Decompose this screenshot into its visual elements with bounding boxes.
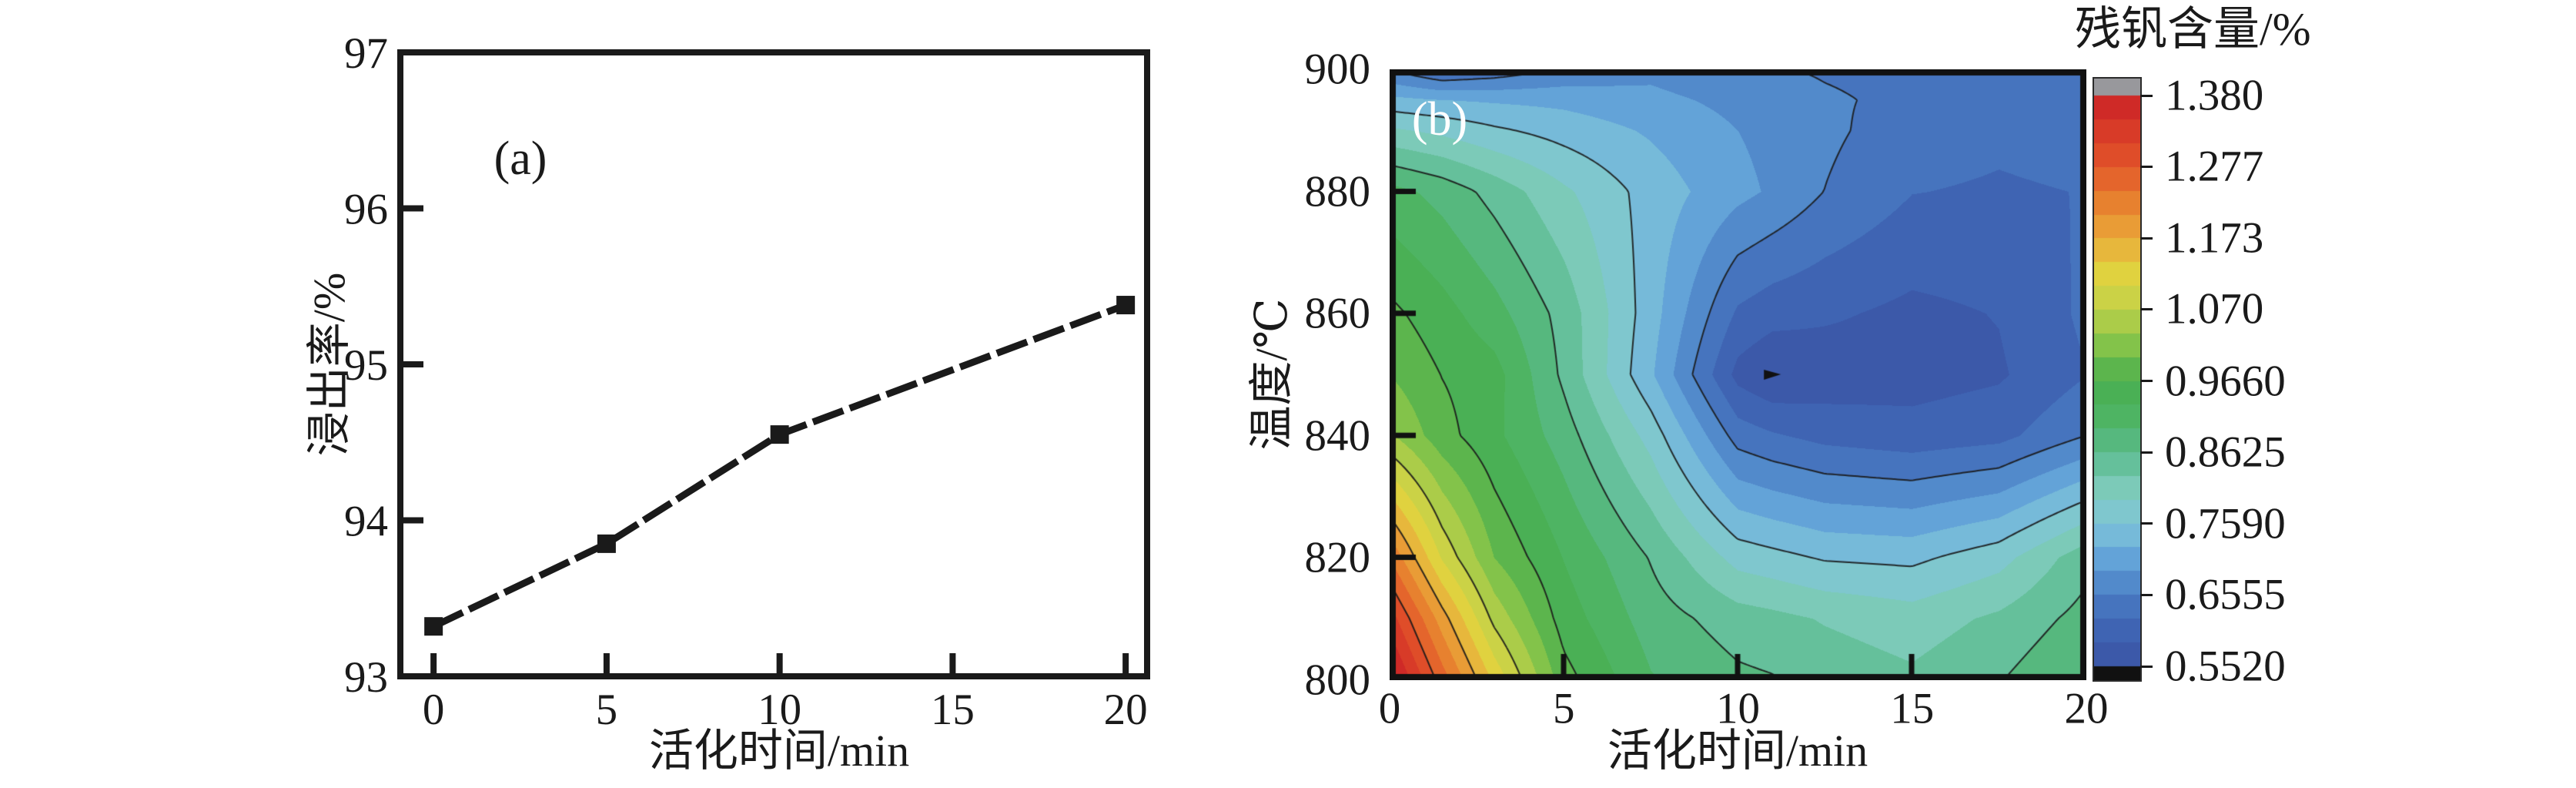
colorbar-tick-mark (2140, 522, 2153, 525)
panel-a-plot-frame (397, 49, 1150, 679)
colorbar-tick-mark (2140, 665, 2153, 668)
panel-a-y-tick-label: 96 (344, 186, 388, 234)
panel-b-y-tick-label: 820 (1304, 533, 1371, 582)
panel-b-x-tick-label: 20 (2064, 684, 2109, 733)
panel-a-series-line (432, 301, 1127, 630)
panel-b-y-tick-label: 860 (1304, 289, 1371, 338)
panel-a-letter: (a) (494, 132, 547, 185)
panel-b-x-axis-label: 活化时间/min (1607, 726, 1868, 776)
colorbar-tick-mark (2140, 94, 2153, 97)
panel-b-letter: (b) (1411, 93, 1468, 146)
colorbar-tick-mark (2140, 380, 2153, 382)
panel-a-x-axis-label: 活化时间/min (649, 726, 909, 776)
panel-a-y-tick-label: 95 (344, 341, 388, 390)
panel-b-y-tick-label: 900 (1304, 45, 1371, 94)
panel-a-x-tick-label: 10 (758, 686, 801, 734)
panel-b-x-tick-label: 5 (1553, 684, 1575, 733)
panel-b-x-tick-label: 10 (1716, 684, 1760, 733)
colorbar-tick-mark (2140, 236, 2153, 240)
panel-a-line-chart: 93 94 95 96 97 0 5 10 15 20 活化时间/min 浸出率/% (a) (304, 29, 1150, 776)
colorbar-tick-label: 0.8625 (2165, 428, 2286, 477)
colorbar-tick-label: 1.380 (2165, 71, 2264, 120)
panel-b-y-axis-label: 温度/℃ (1246, 298, 1296, 451)
panel-a-y-axis-label: 浸出率/% (304, 273, 354, 456)
panel-a-x-tick-label: 20 (1104, 686, 1148, 734)
colorbar-tick-mark (2140, 593, 2153, 596)
panel-a-data-point-marker (770, 425, 789, 444)
panel-a-y-tick-label: 94 (344, 498, 388, 546)
colorbar-tick-label: 0.6555 (2165, 570, 2286, 619)
panel-a-tick-marks (403, 205, 1129, 673)
panel-b-y-tick-label: 840 (1304, 411, 1371, 461)
colorbar-tick-label: 0.7590 (2165, 499, 2286, 548)
panel-b-x-tick-label: 15 (1890, 684, 1935, 733)
panel-a-x-tick-label: 0 (423, 686, 445, 734)
panel-a-y-tick-label: 93 (344, 653, 388, 702)
panel-a-y-tick-label: 97 (344, 29, 388, 78)
colorbar-tick-mark (2140, 165, 2153, 168)
colorbar-tick-label: 1.173 (2165, 213, 2264, 263)
panel-a-data-point-marker (597, 534, 616, 553)
panel-a-data-point-marker (1116, 296, 1136, 315)
colorbar-tick-label: 0.5520 (2165, 642, 2286, 691)
panel-a-x-tick-label: 15 (931, 686, 975, 734)
panel-b-contour-plot (1390, 69, 2086, 680)
colorbar-tick-label: 1.277 (2165, 142, 2264, 191)
colorbar (2093, 77, 2142, 682)
colorbar-title: 残钒含量/% (2075, 4, 2311, 55)
panel-b-y-tick-label: 800 (1304, 656, 1371, 705)
panel-a-data-point-marker (424, 617, 443, 636)
colorbar-tick-label: 1.070 (2165, 284, 2264, 334)
colorbar-tick-mark (2140, 307, 2153, 310)
panel-b-x-tick-label: 0 (1378, 684, 1401, 733)
panel-b-y-tick-label: 880 (1304, 167, 1371, 216)
colorbar-tick-mark (2140, 451, 2153, 454)
panel-a-x-tick-label: 5 (596, 686, 618, 734)
colorbar-tick-label: 0.9660 (2165, 357, 2286, 405)
